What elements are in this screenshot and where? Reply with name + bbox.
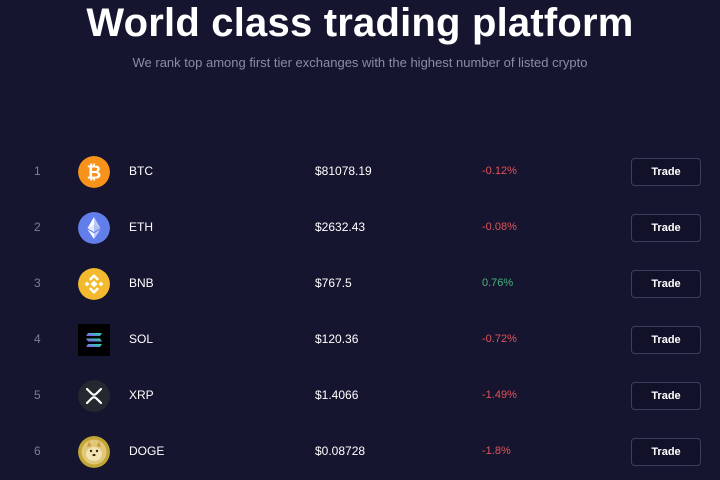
bitcoin-icon: ₿ [78, 156, 110, 188]
price-change: -0.72% [482, 333, 517, 345]
coin-symbol: SOL [129, 332, 154, 346]
coin-symbol: BNB [129, 276, 154, 290]
trade-button-btc[interactable]: Trade [631, 158, 701, 186]
coin-symbol: ETH [129, 220, 153, 234]
coin-symbol: XRP [129, 388, 154, 402]
market-row-xrp: 5 XRP $1.4066 -1.49% Trade [0, 368, 720, 424]
coin-price: $120.36 [315, 332, 359, 346]
trade-button-eth[interactable]: Trade [631, 214, 701, 242]
trade-button-sol[interactable]: Trade [631, 326, 701, 354]
page-title: World class trading platform [86, 1, 634, 45]
coin-price: $767.5 [315, 276, 352, 290]
market-row-bnb: 3 BNB $767.5 0.76% Trade [0, 256, 720, 312]
price-change: -0.12% [482, 165, 517, 177]
market-row-doge: 6 DOGE $0.08728 -1.8% Trade [0, 424, 720, 480]
price-change: -0.08% [482, 221, 517, 233]
rank-number: 6 [34, 444, 41, 458]
ethereum-icon [78, 212, 110, 244]
svg-text:₿: ₿ [87, 163, 102, 184]
coin-price: $0.08728 [315, 444, 366, 458]
price-change: -1.49% [482, 389, 517, 401]
rank-number: 4 [34, 332, 41, 346]
rank-number: 1 [34, 164, 41, 178]
market-list: 1 ₿ BTC $81078.19 -0.12% Trade 2 ETH [0, 144, 720, 480]
bnb-icon [78, 268, 110, 300]
coin-price: $81078.19 [315, 164, 372, 178]
coin-symbol: DOGE [129, 444, 165, 458]
rank-number: 3 [34, 276, 41, 290]
coin-price: $2632.43 [315, 220, 366, 234]
price-change: 0.76% [482, 277, 514, 289]
trade-button-xrp[interactable]: Trade [631, 382, 701, 410]
rank-number: 5 [34, 388, 41, 402]
xrp-icon [78, 380, 110, 412]
coin-symbol: BTC [129, 164, 153, 178]
market-row-sol: 4 SOL $120.36 -0.72% Trade [0, 312, 720, 368]
market-row-btc: 1 ₿ BTC $81078.19 -0.12% Trade [0, 144, 720, 200]
trade-button-bnb[interactable]: Trade [631, 270, 701, 298]
trade-button-doge[interactable]: Trade [631, 438, 701, 466]
dogecoin-icon [78, 436, 110, 468]
market-row-eth: 2 ETH $2632.43 -0.08% Trade [0, 200, 720, 256]
price-change: -1.8% [482, 445, 511, 457]
solana-icon [78, 324, 110, 356]
rank-number: 2 [34, 220, 41, 234]
coin-price: $1.4066 [315, 388, 359, 402]
page-subtitle: We rank top among first tier exchanges w… [132, 55, 588, 70]
